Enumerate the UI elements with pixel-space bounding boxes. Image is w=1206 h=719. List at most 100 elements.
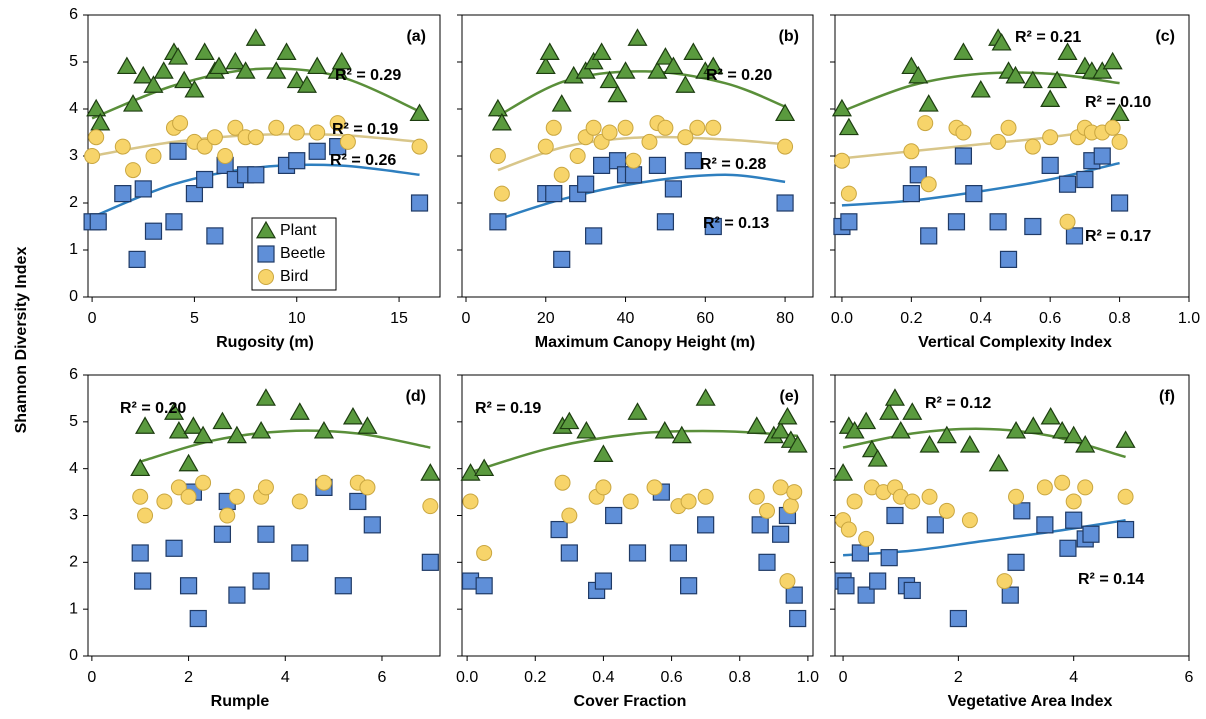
- x-tick-label: 2: [954, 669, 963, 686]
- bird-point: [422, 498, 439, 515]
- panel: 0 20 40 60 80 Maximum Canopy Height (m) (b) R² …: [457, 14, 814, 351]
- beetle-point: [697, 516, 715, 534]
- x-tick-label: 2: [184, 669, 193, 686]
- plant-point: [342, 406, 364, 425]
- beetle-point: [1024, 217, 1042, 236]
- panel-label: (f): [1159, 388, 1175, 405]
- x-tick-label: 0.6: [660, 669, 682, 686]
- y-tick-label: 1: [69, 241, 78, 258]
- bird-point: [585, 119, 602, 136]
- beetle-point: [772, 525, 790, 543]
- bird-point: [1111, 133, 1128, 150]
- bird-point: [180, 488, 197, 505]
- bird-point: [554, 474, 571, 491]
- legend-label: Plant: [280, 222, 317, 239]
- plant-point: [289, 402, 310, 420]
- r-squared-label: R² = 0.20: [120, 400, 186, 417]
- plant-point: [1047, 70, 1068, 89]
- beetle-point: [837, 577, 855, 595]
- beetle-point: [228, 586, 246, 604]
- plant-point: [153, 61, 174, 79]
- y-tick-label: 0: [69, 647, 78, 664]
- bird-point: [288, 124, 305, 141]
- beetle-point: [206, 227, 224, 245]
- beetle-point: [363, 516, 381, 534]
- plant-point: [838, 117, 859, 136]
- beetle-point: [789, 609, 807, 628]
- bird-point: [1054, 474, 1071, 491]
- beetle-point: [144, 222, 163, 240]
- beetle-point: [179, 577, 198, 595]
- bird-point: [1065, 493, 1082, 510]
- r-squared-label: R² = 0.29: [335, 67, 401, 84]
- beetle-point: [886, 506, 904, 525]
- plant-point: [1023, 416, 1044, 434]
- bird-point: [172, 115, 189, 132]
- bird-point: [779, 573, 796, 590]
- plant-point: [918, 94, 939, 112]
- plant-point: [331, 51, 352, 70]
- bird-point: [705, 119, 722, 136]
- x-tick-label: 0.4: [592, 669, 614, 686]
- y-tick-label: 1: [69, 600, 78, 617]
- bird-point: [561, 507, 578, 524]
- beetle-point: [1110, 194, 1129, 212]
- bird-point: [1024, 138, 1041, 155]
- plant-point: [787, 435, 808, 453]
- bird-point: [1000, 119, 1017, 136]
- plant-point: [770, 420, 791, 439]
- plant-point: [575, 61, 596, 79]
- beetle-point: [257, 525, 275, 543]
- y-tick-label: 4: [69, 100, 78, 117]
- beetle-point: [920, 227, 938, 245]
- bird-point: [309, 124, 326, 141]
- beetle-point: [776, 194, 794, 212]
- plant-point: [327, 61, 348, 79]
- bird-point: [545, 119, 562, 136]
- bird-point: [777, 138, 794, 155]
- plant-point: [627, 28, 648, 46]
- panel: 0.0 0.2 0.4 0.6 0.8 1.0 Cover Fraction (e) R² = …: [456, 374, 819, 710]
- plant-point: [235, 61, 256, 79]
- x-tick-label: 0.6: [1039, 310, 1061, 327]
- beetle-point: [1116, 520, 1135, 539]
- beetle-point: [840, 213, 858, 231]
- y-tick-label: 0: [69, 288, 78, 305]
- bird-point: [156, 493, 173, 510]
- bird-point: [657, 119, 674, 136]
- panel-label: (c): [1155, 28, 1175, 45]
- plant-point: [703, 56, 724, 75]
- beetle-point: [903, 581, 921, 600]
- plant-point: [116, 56, 137, 75]
- bird-point: [595, 479, 612, 496]
- plant-point: [1115, 430, 1136, 448]
- beetle-point: [648, 156, 667, 174]
- beetle-point: [926, 516, 944, 534]
- plant-point: [576, 420, 597, 439]
- trend-line: [841, 71, 1120, 113]
- bird-point: [641, 133, 658, 150]
- bird-point: [646, 479, 663, 496]
- bird-point: [339, 133, 356, 150]
- plant-point: [122, 94, 144, 112]
- r-squared-label: R² = 0.20: [706, 67, 772, 84]
- bird-point: [601, 124, 618, 141]
- bird-point: [1117, 488, 1134, 505]
- bird-point: [840, 185, 857, 202]
- y-tick-label: 4: [69, 460, 78, 477]
- panel-label: (b): [779, 28, 799, 45]
- bird-point: [782, 498, 799, 515]
- legend-marker: [258, 269, 274, 285]
- plant-point: [902, 402, 923, 420]
- x-tick-label: 0: [87, 669, 96, 686]
- plant-point: [460, 463, 481, 481]
- bird-point: [489, 148, 506, 164]
- bird-point: [137, 507, 154, 524]
- plant-point: [296, 75, 318, 93]
- bird-point: [625, 152, 642, 169]
- plant-point: [208, 56, 230, 75]
- beetle-point: [165, 213, 183, 231]
- beetle-point: [593, 156, 611, 174]
- plant-point: [844, 420, 865, 439]
- plant-point: [831, 98, 852, 117]
